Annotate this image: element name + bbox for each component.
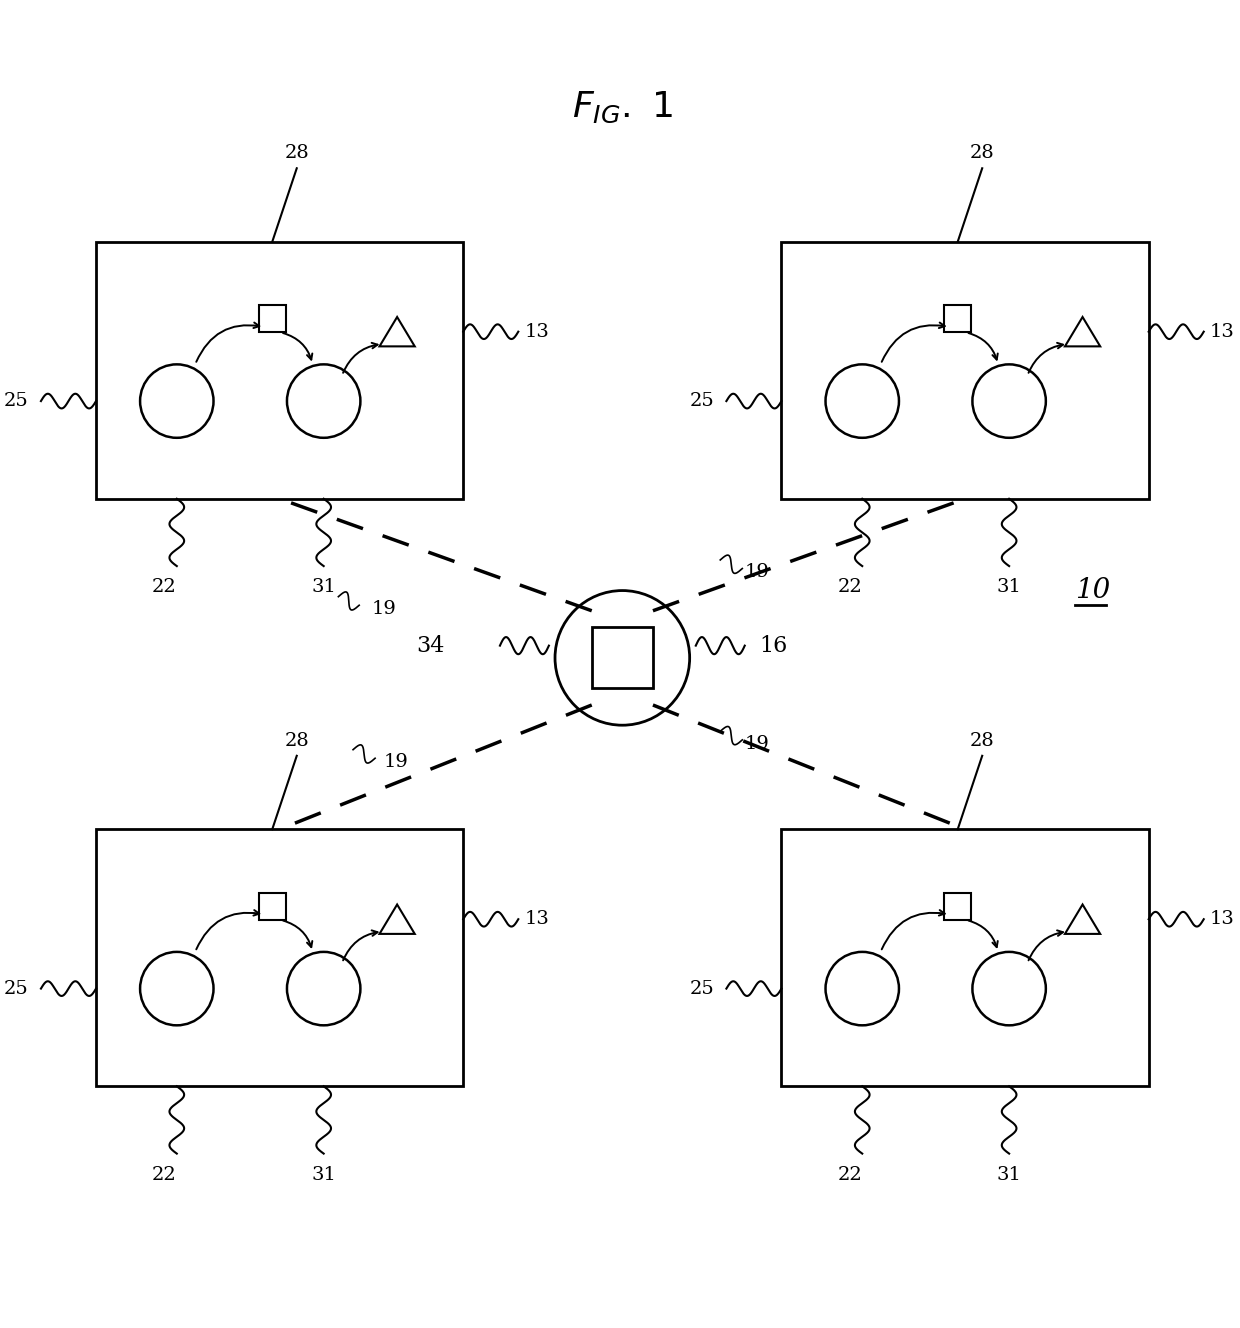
Text: 19: 19 bbox=[745, 734, 770, 753]
Text: 22: 22 bbox=[838, 1166, 862, 1183]
Text: 25: 25 bbox=[4, 980, 29, 997]
Text: 13: 13 bbox=[525, 323, 549, 341]
Text: 28: 28 bbox=[970, 732, 994, 750]
Circle shape bbox=[972, 364, 1045, 438]
Bar bbox=[781, 829, 1148, 1086]
Bar bbox=[259, 892, 285, 920]
Text: 31: 31 bbox=[997, 578, 1022, 596]
Circle shape bbox=[286, 364, 361, 438]
Bar bbox=[95, 829, 464, 1086]
Circle shape bbox=[826, 364, 899, 438]
Text: 22: 22 bbox=[838, 578, 862, 596]
Circle shape bbox=[972, 952, 1045, 1025]
Text: 28: 28 bbox=[284, 732, 309, 750]
Text: 19: 19 bbox=[372, 600, 397, 618]
Text: 25: 25 bbox=[689, 392, 714, 410]
Bar bbox=[944, 305, 971, 332]
Text: 28: 28 bbox=[970, 145, 994, 162]
Text: 13: 13 bbox=[525, 910, 549, 928]
Bar bbox=[944, 892, 971, 920]
Bar bbox=[591, 627, 653, 688]
Bar bbox=[259, 305, 285, 332]
Circle shape bbox=[826, 952, 899, 1025]
Text: 13: 13 bbox=[1210, 910, 1235, 928]
Text: 34: 34 bbox=[417, 635, 445, 656]
Text: 13: 13 bbox=[1210, 323, 1235, 341]
Text: $\it{F_{IG}.\ 1}$: $\it{F_{IG}.\ 1}$ bbox=[572, 89, 672, 125]
Bar bbox=[781, 242, 1148, 499]
Text: 16: 16 bbox=[759, 635, 787, 656]
Text: 25: 25 bbox=[689, 980, 714, 997]
Circle shape bbox=[140, 952, 213, 1025]
Text: 19: 19 bbox=[745, 563, 770, 582]
Circle shape bbox=[556, 591, 689, 725]
Text: 22: 22 bbox=[153, 1166, 177, 1183]
Text: 31: 31 bbox=[311, 578, 336, 596]
Circle shape bbox=[140, 364, 213, 438]
Text: 25: 25 bbox=[4, 392, 29, 410]
Text: 31: 31 bbox=[997, 1166, 1022, 1183]
Text: 19: 19 bbox=[383, 753, 408, 772]
Bar bbox=[95, 242, 464, 499]
Circle shape bbox=[286, 952, 361, 1025]
Text: 28: 28 bbox=[284, 145, 309, 162]
Text: 10: 10 bbox=[1075, 578, 1111, 604]
Text: 31: 31 bbox=[311, 1166, 336, 1183]
Text: 22: 22 bbox=[153, 578, 177, 596]
